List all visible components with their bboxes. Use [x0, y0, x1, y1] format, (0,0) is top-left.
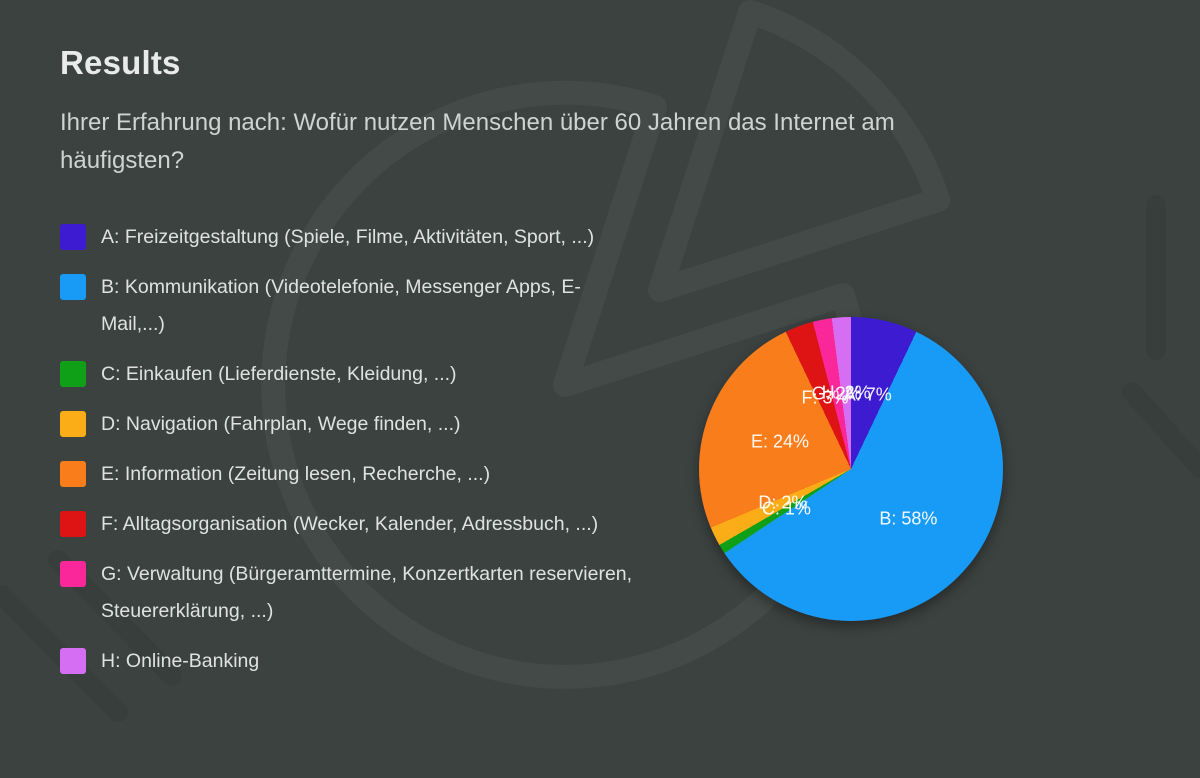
- legend-item-label: A: Freizeitgestaltung (Spiele, Filme, Ak…: [101, 226, 595, 248]
- legend-swatch: [60, 648, 86, 674]
- pie: [699, 317, 1003, 621]
- pie-slice-label: F: 3%: [801, 387, 849, 408]
- legend-swatch: [60, 511, 86, 537]
- legend-swatch: [60, 361, 86, 387]
- legend-item: A: Freizeitgestaltung (Spiele, Filme, Ak…: [60, 219, 640, 256]
- legend-swatch: [60, 224, 86, 250]
- legend-swatch: [60, 561, 86, 587]
- legend-swatch: [60, 461, 86, 487]
- pie-slice-label: E: 24%: [750, 431, 810, 452]
- pie-slice-label: C: 1%: [761, 498, 811, 519]
- legend-item: G: Verwaltung (Bürgeramttermine, Konzert…: [60, 556, 640, 630]
- pie-slice-label: H: 2%: [821, 382, 871, 403]
- legend-item: E: Information (Zeitung lesen, Recherche…: [60, 456, 640, 493]
- legend-item: C: Einkaufen (Lieferdienste, Kleidung, .…: [60, 356, 640, 393]
- pie-slice-label: G: 2%: [811, 383, 862, 404]
- legend-item-label: D: Navigation (Fahrplan, Wege finden, ..…: [101, 413, 461, 435]
- legend-item-label: E: Information (Zeitung lesen, Recherche…: [101, 463, 491, 485]
- legend-item-label: G: Verwaltung (Bürgeramttermine, Konzert…: [101, 563, 633, 622]
- question-text: Ihrer Erfahrung nach: Wofür nutzen Mensc…: [60, 109, 895, 174]
- legend-item: F: Alltagsorganisation (Wecker, Kalender…: [60, 506, 640, 543]
- legend: A: Freizeitgestaltung (Spiele, Filme, Ak…: [60, 219, 640, 680]
- pie-slice-label: B: 58%: [879, 508, 938, 529]
- watermark-edge-lines: [1122, 195, 1200, 478]
- legend-item: B: Kommunikation (Videotelefonie, Messen…: [60, 269, 640, 343]
- legend-swatch: [60, 411, 86, 437]
- legend-item-label: F: Alltagsorganisation (Wecker, Kalender…: [101, 513, 599, 535]
- pie-slice-label: D: 2%: [758, 492, 808, 513]
- legend-item: H: Online-Banking: [60, 643, 640, 680]
- pie-chart: A: 7% B: 58% C: 1% D: 2% E: 24% F: 3% G:…: [699, 317, 1003, 621]
- legend-item-label: H: Online-Banking: [101, 650, 260, 672]
- legend-item-label: B: Kommunikation (Videotelefonie, Messen…: [101, 276, 581, 335]
- legend-item-label: C: Einkaufen (Lieferdienste, Kleidung, .…: [101, 363, 457, 385]
- legend-swatch: [60, 274, 86, 300]
- legend-item: D: Navigation (Fahrplan, Wege finden, ..…: [60, 406, 640, 443]
- page-title: Results: [60, 44, 181, 81]
- pie-slice-label: A: 7%: [843, 384, 892, 405]
